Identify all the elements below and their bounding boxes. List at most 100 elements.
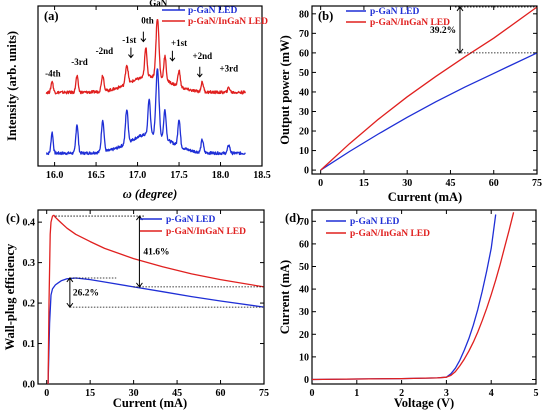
y-tick-label: 70 — [299, 29, 309, 40]
legend-label-red: p-GaN/InGaN LED — [370, 18, 450, 28]
x-tick-label: 16.0 — [46, 170, 64, 181]
series-line-red — [45, 18, 246, 95]
y-tick-label: 20 — [299, 330, 309, 341]
peak-label: +1st — [171, 38, 187, 48]
x-tick-label: 17.0 — [129, 170, 147, 181]
legend-label-red: p-GaN/InGaN LED — [350, 229, 430, 239]
panel-c-xlabel: Current (mA) — [113, 396, 187, 410]
panel-c-legend: p-GaN LED p-GaN/InGaN LED — [140, 215, 246, 237]
panel-a-label: (a) — [44, 9, 59, 23]
series-line-red — [47, 214, 265, 385]
y-tick-label: 0.3 — [23, 258, 36, 269]
y-tick-label: 80 — [299, 9, 309, 20]
peak-label: GaN — [149, 0, 168, 8]
y-tick-label: 0.2 — [23, 299, 36, 310]
series-line-blue — [312, 214, 497, 381]
panel-b-label: (b) — [318, 9, 333, 23]
x-tick-label: 17.5 — [170, 170, 188, 181]
series-line-blue — [47, 277, 265, 385]
panel-b-ylabel: Output power (mW) — [278, 35, 292, 145]
x-tick-label: 30 — [129, 388, 139, 399]
y-tick-label: 70 — [299, 217, 309, 228]
y-tick-label: 40 — [299, 87, 309, 98]
x-tick-label: 0 — [44, 388, 49, 399]
peak-label: -2nd — [96, 46, 114, 56]
x-tick-label: 0 — [310, 388, 315, 399]
panel-b-legend: p-GaN LED p-GaN/InGaN LED — [346, 7, 450, 28]
y-tick-label: 0 — [304, 375, 309, 386]
series-line-blue — [46, 68, 246, 156]
annotation-arrow — [136, 215, 143, 288]
y-tick-label: 10 — [299, 352, 309, 363]
panel-a-legend: p-GaN LED p-GaN/InGaN LED — [162, 6, 268, 27]
legend-label-blue: p-GaN LED — [370, 7, 419, 17]
x-tick-label: 0 — [318, 178, 323, 189]
peak-label: -1st — [122, 35, 136, 45]
x-tick-label: 4 — [489, 388, 494, 399]
panel-a-ylabel: Intensity (arb. units) — [5, 31, 19, 141]
peak-arrow — [140, 31, 147, 43]
peak-label: +2nd — [192, 51, 212, 61]
peak-arrow — [196, 66, 203, 78]
panel-b-frame — [311, 5, 538, 175]
peak-label: 0th — [141, 16, 154, 26]
y-tick-label: 0 — [304, 166, 309, 177]
legend-label-red: p-GaN/InGaN LED — [188, 17, 268, 27]
peak-label: -3rd — [71, 57, 88, 67]
x-tick-label: 30 — [402, 178, 412, 189]
panel-c-frame — [37, 209, 265, 385]
y-tick-label: 10 — [299, 146, 309, 157]
y-tick-label: 0.0 — [23, 380, 36, 391]
x-tick-label: 5 — [534, 388, 539, 399]
x-tick-label: 60 — [489, 178, 499, 189]
panel-b: (b) 0 15 30 45 60 75 0 10 20 30 40 50 60 70 80 39.2% p… — [278, 5, 542, 204]
legend-label-blue: p-GaN LED — [166, 215, 215, 225]
panel-a-frame — [37, 5, 263, 167]
x-tick-label: 1 — [354, 388, 359, 399]
legend-label-blue: p-GaN LED — [188, 6, 237, 16]
x-tick-label: 3 — [444, 388, 449, 399]
annotation-label: 39.2% — [430, 26, 456, 36]
panel-a-xlabel: ω (degree) — [123, 187, 178, 201]
panel-b-xlabel: Current (mA) — [388, 190, 462, 204]
panel-a: (a) 16.0 16.5 17.0 17.5 18.0 18.5 -4th -3rd -2n… — [5, 0, 271, 201]
x-tick-label: 45 — [172, 388, 182, 399]
peak-label: -4th — [45, 68, 61, 78]
series-line-blue — [320, 52, 538, 171]
x-tick-label: 75 — [259, 388, 269, 399]
annotation-label: 26.2% — [73, 289, 99, 299]
x-tick-label: 2 — [399, 388, 404, 399]
x-tick-label: 60 — [216, 388, 226, 399]
y-tick-label: 0.1 — [23, 339, 36, 350]
panel-d-legend: p-GaN LED p-GaN/InGaN LED — [326, 217, 430, 239]
x-tick-label: 18.5 — [253, 170, 271, 181]
annotation-arrow — [66, 277, 74, 308]
y-tick-label: 30 — [299, 307, 309, 318]
legend-label-red: p-GaN/InGaN LED — [166, 227, 246, 237]
x-tick-label: 18.0 — [212, 170, 230, 181]
peak-arrow — [128, 47, 134, 59]
series-line-red — [312, 212, 515, 381]
x-tick-label: 75 — [532, 178, 542, 189]
y-tick-label: 50 — [299, 68, 309, 79]
y-tick-label: 60 — [299, 48, 309, 59]
legend-label-blue: p-GaN LED — [350, 217, 399, 227]
panel-c-ylabel: Wall-plug efficiency — [3, 243, 17, 350]
y-tick-label: 0.4 — [23, 218, 36, 229]
y-tick-label: 40 — [299, 285, 309, 296]
annotation-label: 41.6% — [143, 247, 169, 257]
peak-arrow — [169, 50, 176, 62]
panel-d-xlabel: Voltage (V) — [394, 396, 454, 410]
annotation-arrow — [456, 6, 464, 54]
y-tick-label: 60 — [299, 239, 309, 250]
panel-c-label: (c) — [6, 211, 20, 225]
peak-label: +3rd — [219, 64, 238, 74]
x-tick-label: 15 — [359, 178, 369, 189]
y-tick-label: 30 — [299, 107, 309, 118]
panel-d-frame — [311, 209, 537, 385]
panel-d-label: (d) — [285, 211, 300, 225]
panel-c: (c) 0 15 30 45 60 75 0.0 0.1 0.2 0.3 0.4 41.6% 26.2… — [3, 209, 269, 410]
x-tick-label: 15 — [85, 388, 95, 399]
